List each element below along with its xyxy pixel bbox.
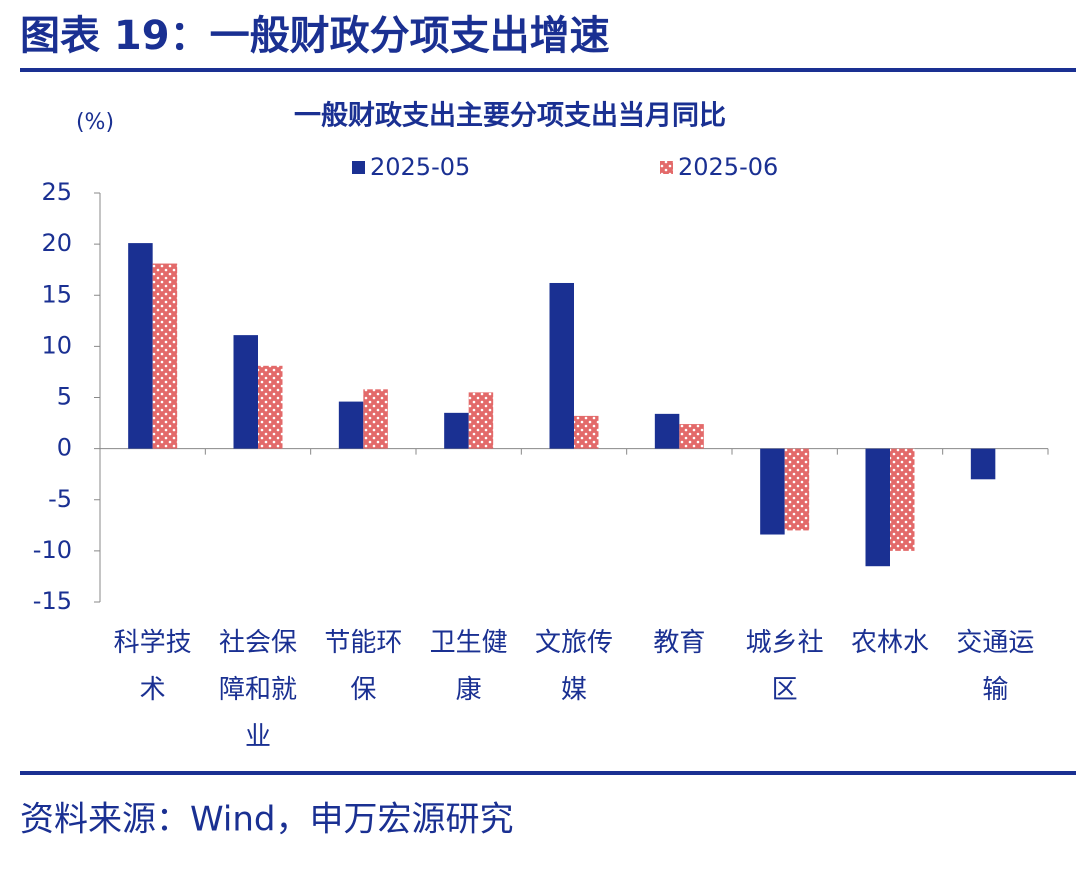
bar (233, 335, 258, 449)
x-tick-label-line: 卫生健 (430, 628, 508, 658)
x-tick-label: 节能环保 (324, 628, 402, 705)
x-tick-label-line: 障和就 (219, 675, 297, 705)
x-tick-label: 城乡社区 (746, 628, 824, 705)
x-tick-label: 社会保障和就业 (219, 628, 297, 752)
x-tick-label-line: 区 (772, 675, 798, 705)
legend-label: 2025-06 (678, 153, 778, 181)
y-axis-label: (%) (76, 110, 114, 135)
header-rule (20, 68, 1076, 72)
bar (258, 365, 283, 449)
bar (338, 401, 364, 449)
bar (784, 448, 810, 531)
source-note: 资料来源：Wind，申万宏源研究 (20, 800, 513, 840)
x-tick-label-line: 城乡社 (746, 628, 824, 658)
x-tick-label: 教育 (653, 628, 705, 658)
x-tick-label-line: 术 (140, 675, 166, 705)
legend-swatch (352, 161, 365, 174)
x-tick-label-line: 社会保 (219, 628, 297, 658)
header-title: 图表 19：一般财政分项支出增速 (20, 13, 610, 59)
legend-label: 2025-05 (370, 153, 470, 181)
y-tick-label: -10 (33, 536, 72, 564)
x-tick-label: 科学技术 (114, 628, 192, 705)
footer-rule (20, 771, 1076, 775)
bar (152, 263, 178, 449)
bar (865, 448, 890, 567)
x-tick-label-line: 文旅传 (535, 628, 613, 658)
x-tick-label-line: 节能环 (324, 628, 402, 658)
y-tick-label: 0 (57, 434, 72, 462)
y-tick-label: 20 (41, 229, 72, 257)
x-tick-label-line: 保 (350, 675, 376, 705)
x-tick-label-line: 输 (982, 675, 1008, 705)
x-tick-label-line: 康 (456, 675, 482, 705)
x-tick-label: 卫生健康 (430, 628, 508, 705)
y-tick-label: 5 (57, 383, 72, 411)
bar (574, 415, 599, 449)
bar (970, 448, 996, 480)
x-tick-label-line: 教育 (653, 628, 705, 658)
x-tick-label-line: 媒 (561, 675, 587, 705)
x-tick-label-line: 业 (245, 722, 271, 752)
x-tick-label: 文旅传媒 (535, 628, 613, 705)
chart-title: 一般财政支出主要分项支出当月同比 (294, 100, 726, 132)
bar (549, 282, 574, 449)
bar (679, 424, 704, 449)
x-tick-label: 农林水 (851, 628, 929, 658)
bar (890, 448, 915, 551)
legend-swatch (660, 161, 673, 174)
y-tick-label: -5 (48, 485, 72, 513)
x-tick-label-line: 交通运 (956, 628, 1034, 658)
y-tick-label: -15 (33, 587, 72, 615)
x-tick-label-line: 农林水 (851, 628, 929, 658)
bar (128, 243, 153, 449)
y-tick-label: 10 (41, 331, 72, 359)
bar (654, 413, 680, 449)
y-tick-label: 15 (41, 280, 72, 308)
x-tick-label: 交通运输 (956, 628, 1034, 705)
bar (760, 448, 785, 535)
y-tick-label: 25 (41, 178, 72, 206)
bar (444, 412, 469, 449)
bar (468, 392, 494, 449)
x-tick-label-line: 科学技 (114, 628, 192, 658)
bar (363, 389, 388, 449)
